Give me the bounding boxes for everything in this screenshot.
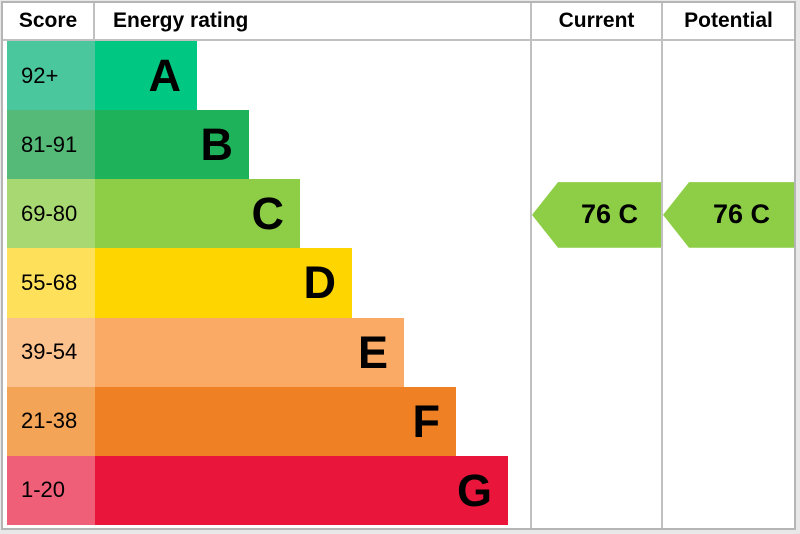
band-score-range: 92+	[7, 41, 95, 111]
band-rows: 92+ A 81-91 B 69-80 C 55-68 D 39-54 E 21…	[3, 41, 530, 528]
band-row: 39-54 E	[7, 317, 530, 387]
band-score-range: 21-38	[7, 386, 95, 456]
potential-rating-arrow: 76 C	[663, 182, 794, 248]
band-row: 55-68 D	[7, 248, 530, 318]
potential-column: Potential 76 C	[663, 3, 794, 528]
chart-header-row: Score Energy rating	[3, 3, 530, 41]
energy-rating-column-header: Energy rating	[113, 9, 249, 32]
band-letter-bar: C	[95, 179, 300, 249]
band-score-range: 1-20	[7, 455, 95, 525]
band-letter-bar: G	[95, 455, 508, 525]
band-letter-bar: E	[95, 317, 404, 387]
band-letter-bar: F	[95, 386, 456, 456]
band-score-range: 81-91	[7, 110, 95, 180]
band-row: 81-91 B	[7, 110, 530, 180]
band-row: 1-20 G	[7, 455, 530, 525]
band-score-range: 69-80	[7, 179, 95, 249]
rating-column: Score Energy rating 92+ A 81-91 B 69-80 …	[3, 3, 530, 528]
band-row: 21-38 F	[7, 386, 530, 456]
potential-column-body: 76 C	[663, 41, 794, 528]
current-rating-arrow: 76 C	[532, 182, 661, 248]
band-letter-bar: D	[95, 248, 352, 318]
potential-column-header: Potential	[663, 3, 794, 41]
band-letter-bar: A	[95, 41, 197, 111]
current-column-body: 76 C	[532, 41, 661, 528]
band-score-range: 39-54	[7, 317, 95, 387]
band-row: 92+ A	[7, 41, 530, 111]
band-row: 69-80 C	[7, 179, 530, 249]
score-column-header: Score	[3, 3, 95, 39]
band-letter-bar: B	[95, 110, 249, 180]
current-column-header: Current	[532, 3, 661, 41]
band-score-range: 55-68	[7, 248, 95, 318]
current-column: Current 76 C	[530, 3, 663, 528]
